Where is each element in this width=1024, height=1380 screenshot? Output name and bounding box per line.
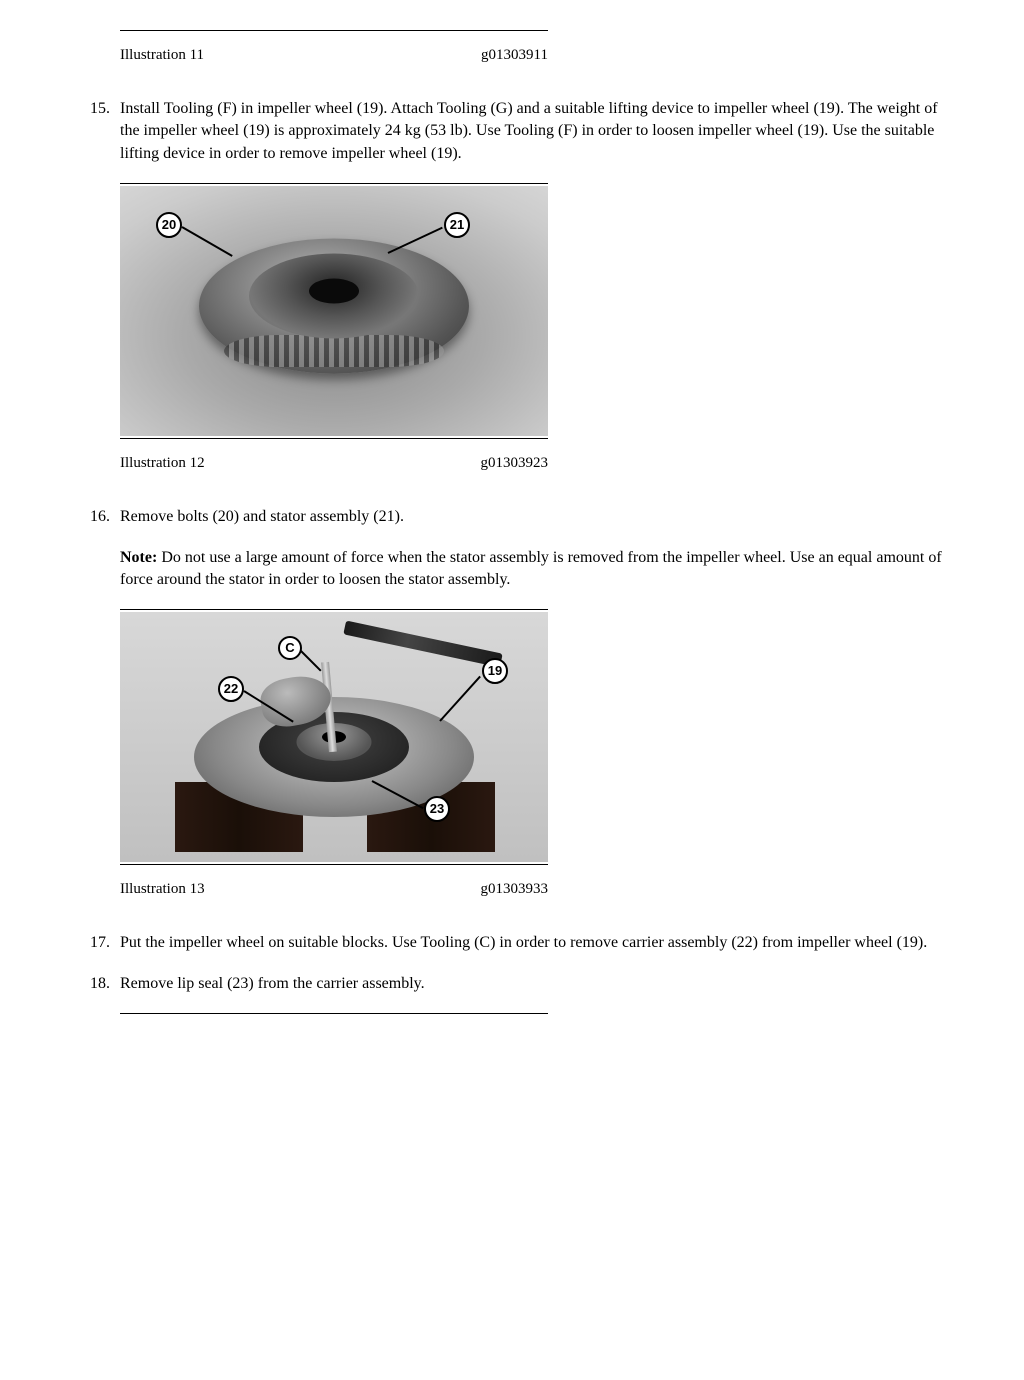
step-text: Remove lip seal (23) from the carrier as… bbox=[120, 973, 954, 995]
note-label: Note: bbox=[120, 549, 157, 566]
step-18: 18. Remove lip seal (23) from the carrie… bbox=[70, 973, 954, 995]
step-15: 15. Install Tooling (F) in impeller whee… bbox=[70, 98, 954, 165]
note-text: Do not use a large amount of force when … bbox=[120, 549, 942, 588]
step-number: 18. bbox=[70, 973, 120, 995]
divider bbox=[120, 609, 548, 610]
figure-13: C 22 19 23 bbox=[120, 609, 548, 865]
step-number: 17. bbox=[70, 932, 120, 954]
callout-21: 21 bbox=[444, 212, 470, 238]
caption-label: Illustration 13 bbox=[120, 879, 481, 900]
caption-id: g01303911 bbox=[481, 45, 548, 66]
figure-image-12: 20 21 bbox=[120, 186, 548, 436]
step-text: Install Tooling (F) in impeller wheel (1… bbox=[120, 98, 954, 165]
illustration-caption-11: Illustration 11 g01303911 bbox=[120, 31, 548, 80]
step-note: Note: Do not use a large amount of force… bbox=[120, 547, 954, 592]
callout-20: 20 bbox=[156, 212, 182, 238]
illustration-caption-13: Illustration 13 g01303933 bbox=[120, 865, 548, 914]
caption-label: Illustration 12 bbox=[120, 453, 481, 474]
step-text: Remove bolts (20) and stator assembly (2… bbox=[120, 506, 954, 528]
illustration-caption-12: Illustration 12 g01303923 bbox=[120, 439, 548, 488]
figure-12: 20 21 bbox=[120, 183, 548, 439]
caption-id: g01303923 bbox=[481, 453, 549, 474]
divider bbox=[120, 183, 548, 184]
divider bbox=[120, 1013, 548, 1014]
step-16: 16. Remove bolts (20) and stator assembl… bbox=[70, 506, 954, 591]
step-text: Put the impeller wheel on suitable block… bbox=[120, 932, 954, 954]
step-17: 17. Put the impeller wheel on suitable b… bbox=[70, 932, 954, 954]
caption-label: Illustration 11 bbox=[120, 45, 481, 66]
caption-id: g01303933 bbox=[481, 879, 549, 900]
step-number: 16. bbox=[70, 506, 120, 591]
step-number: 15. bbox=[70, 98, 120, 165]
figure-image-13: C 22 19 23 bbox=[120, 612, 548, 862]
